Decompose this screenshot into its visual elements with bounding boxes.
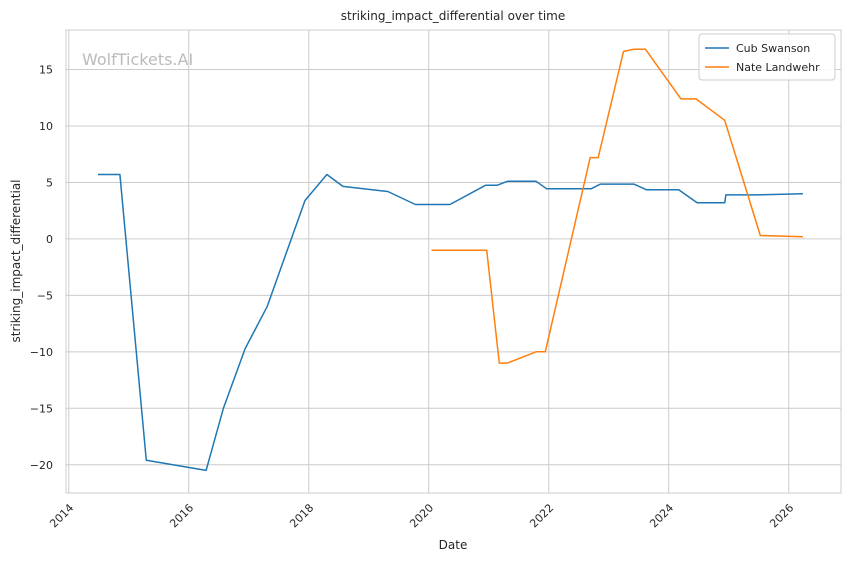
y-tick-label: 15 — [39, 64, 53, 77]
series-lines — [98, 48, 803, 472]
y-tick-label: 0 — [46, 233, 53, 246]
y-tick-label: 10 — [39, 120, 53, 133]
y-tick-label: −10 — [30, 346, 53, 359]
x-tick-label: 2022 — [527, 501, 556, 530]
x-tick-labels: 2014 2016 2018 2020 2022 2024 2026 — [47, 501, 796, 530]
legend-box — [698, 33, 836, 81]
y-axis-label: striking_impact_differential — [9, 179, 23, 342]
chart-title: striking_impact_differential over time — [341, 9, 566, 23]
legend-label: Nate Landwehr — [736, 61, 820, 74]
watermark: WolfTickets.AI — [82, 50, 193, 69]
series-line-cub-swanson — [98, 173, 803, 472]
y-tick-label: −5 — [37, 289, 53, 302]
x-tick-label: 2026 — [767, 501, 796, 530]
y-tick-label: 5 — [46, 176, 53, 189]
legend-label: Cub Swanson — [736, 42, 810, 55]
y-tick-label: −20 — [30, 459, 53, 472]
x-tick-label: 2016 — [167, 501, 196, 530]
legend: Cub Swanson Nate Landwehr — [698, 33, 836, 81]
x-tick-label: 2024 — [647, 501, 676, 530]
x-tick-label: 2018 — [287, 501, 316, 530]
x-tick-label: 2020 — [407, 501, 436, 530]
plot-background — [65, 29, 842, 494]
x-tick-label: 2014 — [47, 501, 76, 530]
x-axis-label: Date — [439, 538, 468, 552]
grid-lines — [66, 30, 841, 493]
y-tick-label: −15 — [30, 402, 53, 415]
y-tick-labels: −20 −15 −10 −5 0 5 10 15 — [30, 64, 53, 472]
series-line-nate-landwehr — [431, 48, 803, 364]
